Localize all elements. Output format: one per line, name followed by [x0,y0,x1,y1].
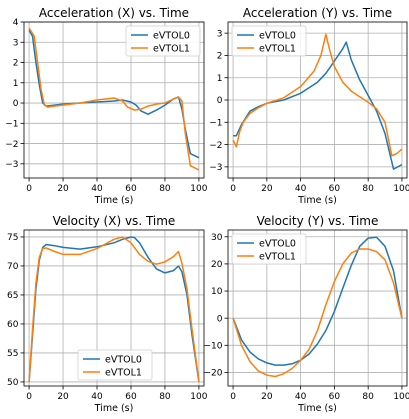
y-tick-label: 60 [7,320,19,330]
x-tick-label: 80 [159,184,171,194]
y-tick-label: 4 [13,18,19,28]
x-tick-label: 80 [362,392,374,402]
x-tick-label: 100 [190,184,207,194]
x-axis-label: Time (s) [297,403,337,414]
legend-label: eVTOL1 [153,43,190,54]
y-tick-label: 55 [7,349,18,359]
x-tick-label: 60 [329,392,341,402]
legend-label: eVTOL1 [105,367,142,378]
x-axis-label: Time (s) [297,195,337,206]
chart-title: Acceleration (X) vs. Time [39,6,189,20]
legend-label: eVTOL0 [153,30,190,41]
y-tick-label: −2 [5,140,18,150]
y-tick-label: 10 [211,287,223,297]
y-tick-label: 65 [7,291,18,301]
x-tick-label: 100 [190,392,207,402]
series-line-eVTOL0 [232,236,403,366]
y-tick-label: −1 [209,118,222,128]
series-line-eVTOL1 [232,248,403,378]
x-tick-label: 40 [295,392,307,402]
y-tick-label: 50 [7,378,19,388]
y-tick-label: 0 [217,96,223,106]
x-tick-label: 60 [125,184,137,194]
x-axis-label: Time (s) [94,403,134,414]
legend-label: eVTOL1 [259,251,296,262]
y-tick-label: 0 [13,99,19,109]
subplot-2: 0 20 40 60 80 100 −3 −2 −1 0 1 2 3 Acceleration (Y) v… [209,6,409,206]
y-tick-label: −3 [209,163,222,173]
y-tick-label: 30 [211,233,223,243]
legend: eVTOL0 eVTOL1 [231,233,307,265]
axes-frame [23,21,205,179]
legend-label: eVTOL0 [105,354,142,365]
axes-frame [227,229,408,387]
y-tick-label: −10 [204,342,223,352]
chart-title: Velocity (X) vs. Time [53,214,176,228]
y-tick-label: 70 [7,262,19,272]
chart-title: Velocity (Y) vs. Time [257,214,379,228]
x-tick-label: 100 [393,392,409,402]
chart-title: Acceleration (Y) vs. Time [243,6,392,20]
y-tick-label: 20 [211,260,223,270]
x-tick-label: 20 [57,184,69,194]
subplot-4: 0 20 40 60 80 100 −20 −10 0 10 20 30 Velocity (Y) vs… [204,214,409,414]
y-tick-label: 2 [13,59,19,69]
y-tick-label: −2 [209,141,222,151]
x-axis-label: Time (s) [94,195,134,206]
x-tick-label: 60 [125,392,137,402]
y-tick-label: −3 [5,160,18,170]
x-tick-label: 20 [261,392,273,402]
x-tick-label: 80 [362,184,374,194]
x-tick-label: 20 [261,184,273,194]
series-line-eVTOL1 [28,236,200,382]
y-tick-label: 0 [217,314,223,324]
x-tick-label: 40 [91,392,103,402]
x-tick-label: 40 [295,184,307,194]
x-tick-label: 20 [57,392,69,402]
legend: eVTOL0 eVTOL1 [231,25,307,57]
legend-label: eVTOL1 [259,43,296,54]
x-tick-label: 0 [230,392,236,402]
y-tick-label: −1 [5,119,18,129]
y-tick-label: 1 [217,74,223,84]
subplot-3: 0 20 40 60 80 100 50 55 60 65 70 75 Velocity (X) vs.… [7,214,208,414]
y-tick-label: 2 [217,52,223,62]
y-tick-label: 3 [217,29,223,39]
legend-label: eVTOL0 [259,238,296,249]
axes-frame [23,229,205,387]
x-tick-label: 100 [393,184,409,194]
y-tick-label: 3 [13,38,19,48]
legend: eVTOL0 eVTOL1 [77,349,153,381]
y-tick-label: 75 [7,233,18,243]
subplot-1: 0 20 40 60 80 100 −3 −2 −1 0 1 2 3 4 Acceleration (X) … [5,6,208,206]
x-tick-label: 80 [159,392,171,402]
y-tick-label: −20 [204,369,223,379]
x-tick-label: 0 [230,184,236,194]
y-tick-label: 1 [13,79,19,89]
x-tick-label: 0 [26,392,32,402]
series-line-eVTOL0 [28,29,200,159]
legend: eVTOL0 eVTOL1 [125,25,201,57]
legend-label: eVTOL0 [259,30,296,41]
series-line-eVTOL1 [28,27,200,171]
x-tick-label: 60 [329,184,341,194]
series-line-eVTOL0 [233,41,403,170]
x-tick-label: 40 [91,184,103,194]
series-line-eVTOL1 [232,33,403,157]
x-tick-label: 0 [26,184,32,194]
